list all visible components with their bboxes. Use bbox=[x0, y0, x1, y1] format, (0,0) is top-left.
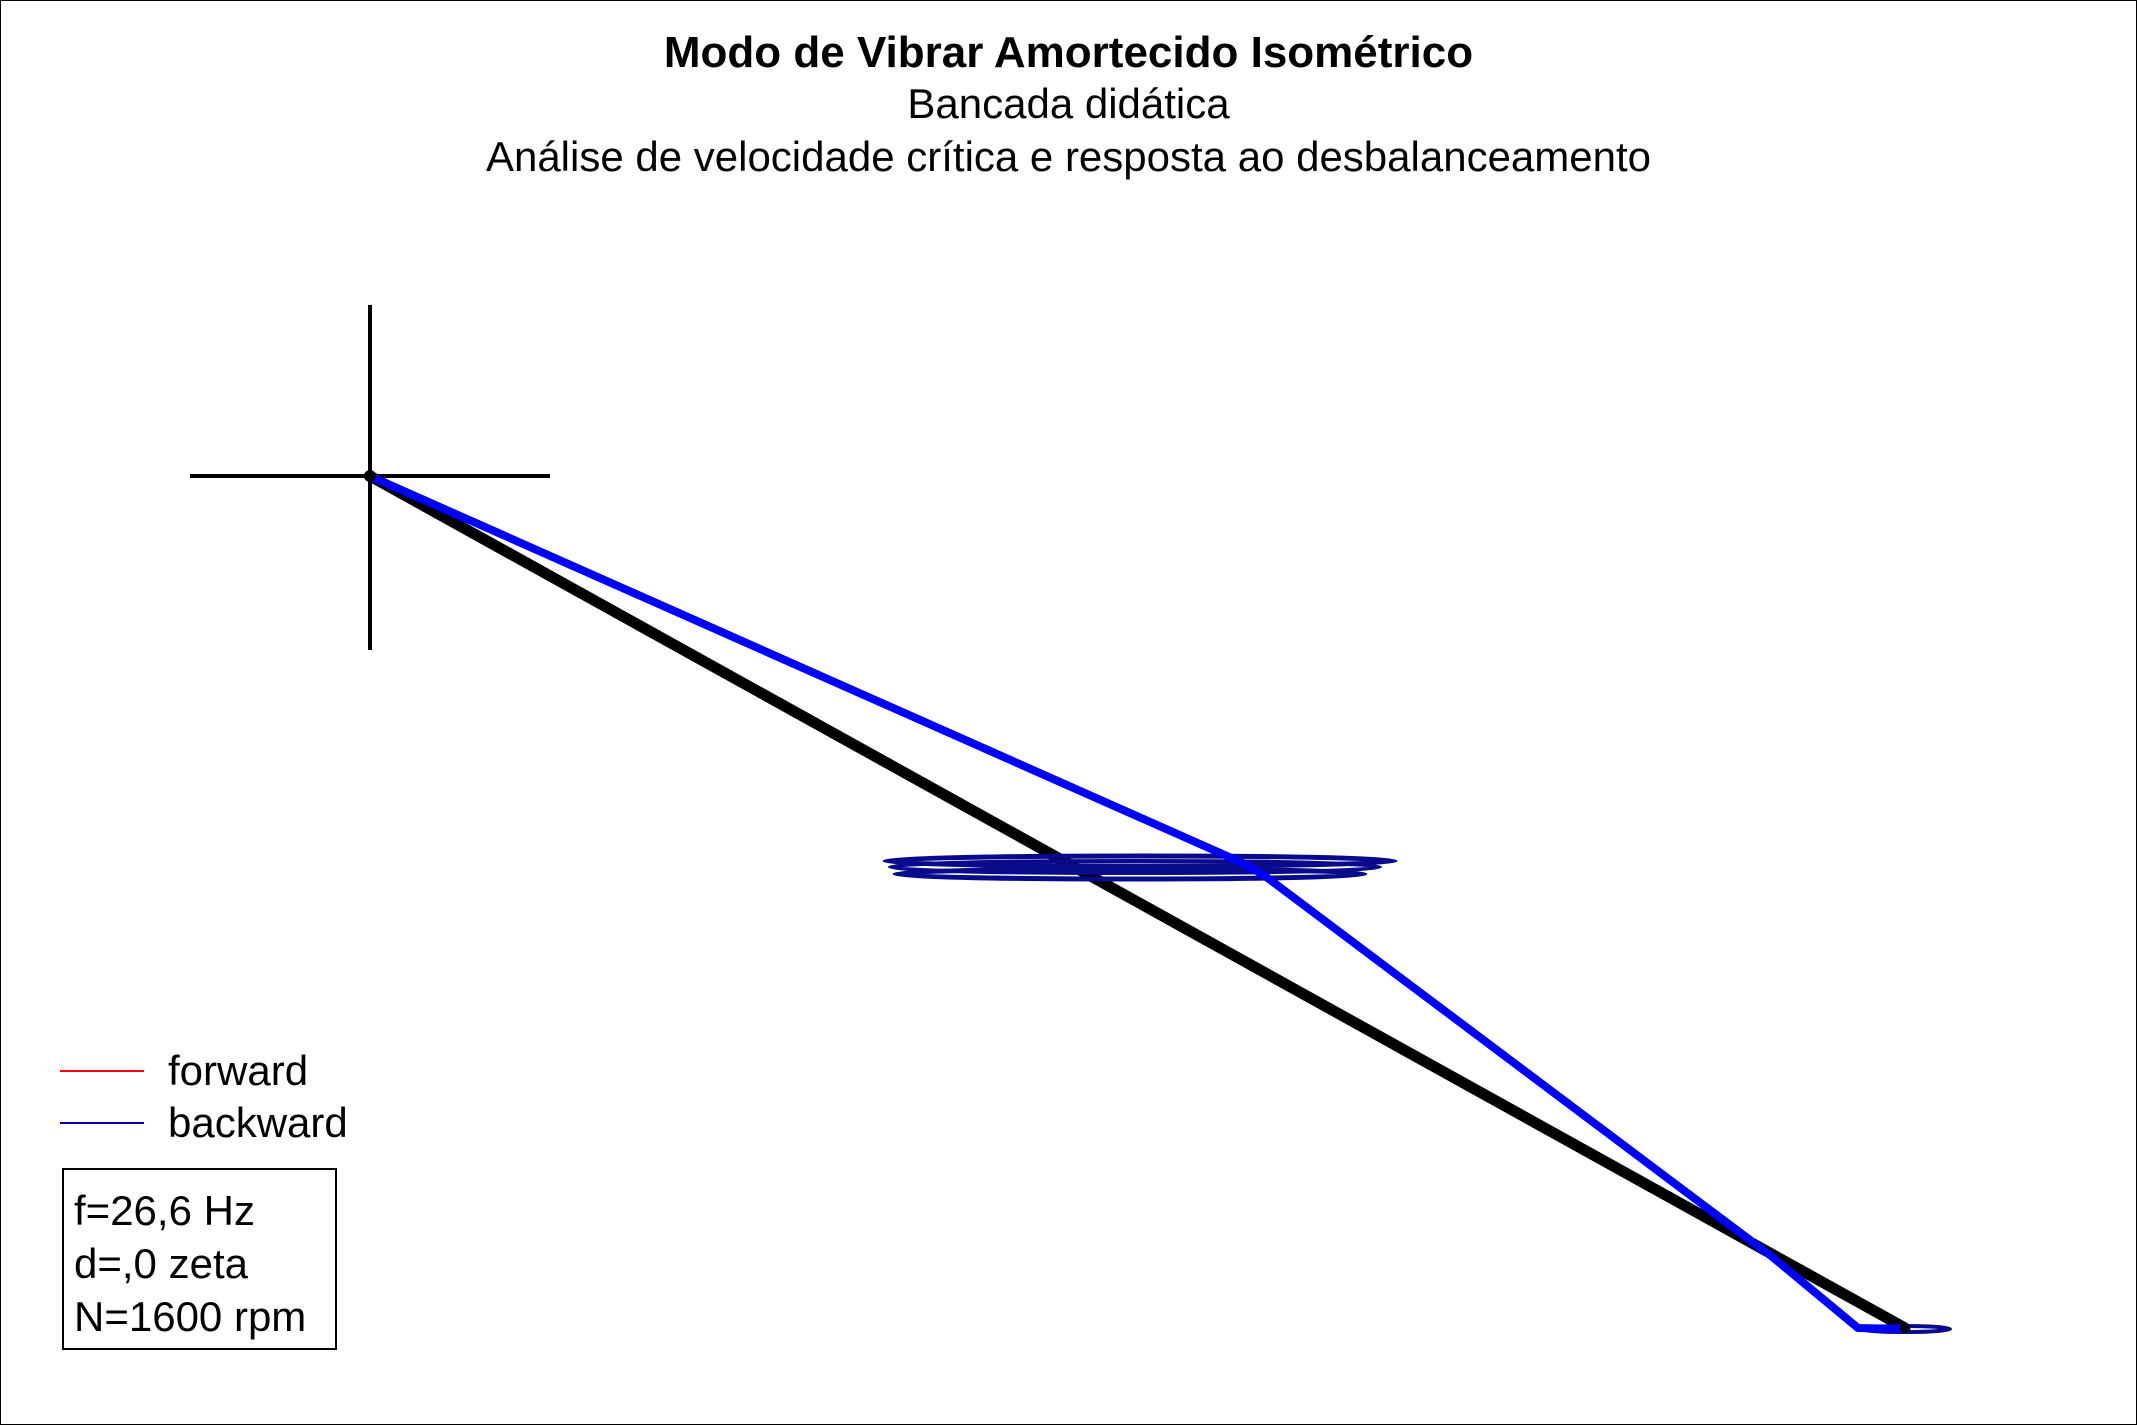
node-end-marker bbox=[1900, 1323, 1910, 1333]
legend-item-forward: forward bbox=[60, 1046, 308, 1096]
info-frequency: f=26,6 Hz bbox=[74, 1187, 255, 1234]
legend-swatch-forward bbox=[60, 1070, 144, 1072]
legend-item-backward: backward bbox=[60, 1098, 348, 1148]
legend-label-backward: backward bbox=[168, 1099, 348, 1146]
mid-node-orbit bbox=[882, 853, 1398, 882]
chart-subtitle-2: Análise de velocidade crítica e resposta… bbox=[485, 133, 1652, 180]
legend-swatch-backward bbox=[60, 1122, 144, 1124]
legend-label-forward: forward bbox=[168, 1047, 309, 1094]
mode-shape-line bbox=[368, 472, 1906, 1333]
info-box: f=26,6 Hz d=,0 zeta N=1600 rpm bbox=[62, 1168, 337, 1350]
undeformed-shaft-line bbox=[364, 470, 1911, 1334]
node-start-marker bbox=[364, 470, 376, 482]
chart-title: Modo de Vibrar Amortecido Isométrico bbox=[663, 28, 1474, 77]
chart-subtitle: Bancada didática bbox=[907, 80, 1230, 127]
info-speed: N=1600 rpm bbox=[74, 1293, 307, 1340]
info-damping: d=,0 zeta bbox=[74, 1240, 248, 1287]
